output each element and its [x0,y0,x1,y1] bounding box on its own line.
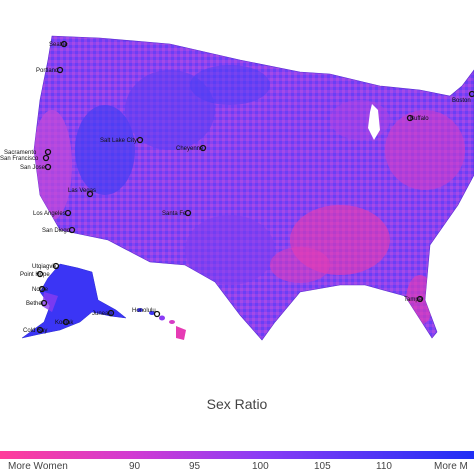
colorbar-tick-100: 100 [252,461,269,472]
svg-text:Kodiak: Kodiak [55,320,74,326]
svg-text:Bethel: Bethel [26,301,43,307]
colorbar-tick-90: 90 [129,461,141,472]
city-marker-san-diego: San Diego [42,226,76,234]
svg-text:Cold Bay: Cold Bay [23,328,47,334]
colorbar-tick-105: 105 [314,461,331,472]
city-marker-sacramento: Sacramento [4,148,52,156]
lake-michigan [368,104,380,140]
city-marker-point-hope: Point Hope [20,270,50,278]
city-marker-nome: Nome [32,285,49,293]
colorbar-tick-more-women: More Women [8,461,68,472]
region-shading [34,65,465,325]
colorbar [0,446,474,459]
city-marker-kodiak: Kodiak [55,318,74,326]
city-markers-layer: Seattle Portland Sacramento San Francisc… [0,40,474,334]
svg-text:Honolulu: Honolulu [132,308,156,314]
city-marker-buffalo: Buffalo [406,114,429,122]
city-marker-seattle: Seattle [49,40,68,48]
colorbar-tick-110: 110 [376,461,392,472]
city-marker-los-angeles: Los Angeles [33,209,72,217]
city-marker-cold-bay: Cold Bay [23,326,47,334]
city-marker-las-vegas: Las Vegas [68,188,96,198]
colorbar-tick-95: 95 [189,461,201,472]
svg-text:Salt Lake City: Salt Lake City [100,138,137,144]
map-title: Sex Ratio [206,396,268,412]
alaska-west-coast [42,292,58,312]
svg-text:Santa Fe: Santa Fe [162,211,187,217]
svg-text:San Jose: San Jose [20,165,46,171]
svg-text:Buffalo: Buffalo [410,116,429,122]
colorbar-gradient [0,451,474,459]
city-marker-santa-fe: Santa Fe [162,209,192,217]
svg-text:Seattle: Seattle [49,42,68,48]
city-marker-juneau: Juneau [92,309,115,317]
svg-text:Juneau: Juneau [92,311,112,317]
svg-text:Cheyenne: Cheyenne [176,146,204,152]
colorbar-tick-more-men: More M [434,461,468,472]
svg-text:Los Angeles: Los Angeles [33,211,66,217]
city-marker-portland: Portland [36,66,64,74]
city-marker-salt-lake-city: Salt Lake City [100,136,144,144]
city-marker-cheyenne: Cheyenne [176,144,207,152]
hawaii-region [137,308,186,340]
svg-text:Sacramento: Sacramento [4,150,37,156]
svg-text:Tampa: Tampa [404,297,423,303]
city-marker-san-francisco: San Francisco [0,154,50,162]
svg-text:San Francisco: San Francisco [0,156,39,162]
svg-text:Boston: Boston [452,98,471,104]
city-marker-tampa: Tampa [404,295,424,303]
svg-text:Las Vegas: Las Vegas [68,188,96,194]
svg-text:Utqiagvik: Utqiagvik [32,264,58,270]
svg-text:Point Hope: Point Hope [20,272,50,278]
svg-text:Portland: Portland [36,68,58,74]
city-marker-boston: Boston [452,90,474,104]
city-marker-honolulu: Honolulu [132,308,161,318]
svg-text:San Diego: San Diego [42,228,71,234]
city-marker-bethel: Bethel [26,299,48,307]
city-marker-utqiagvik: Utqiagvik [32,262,60,270]
svg-text:Nome: Nome [32,287,49,293]
city-marker-san-jose: San Jose [20,163,52,171]
